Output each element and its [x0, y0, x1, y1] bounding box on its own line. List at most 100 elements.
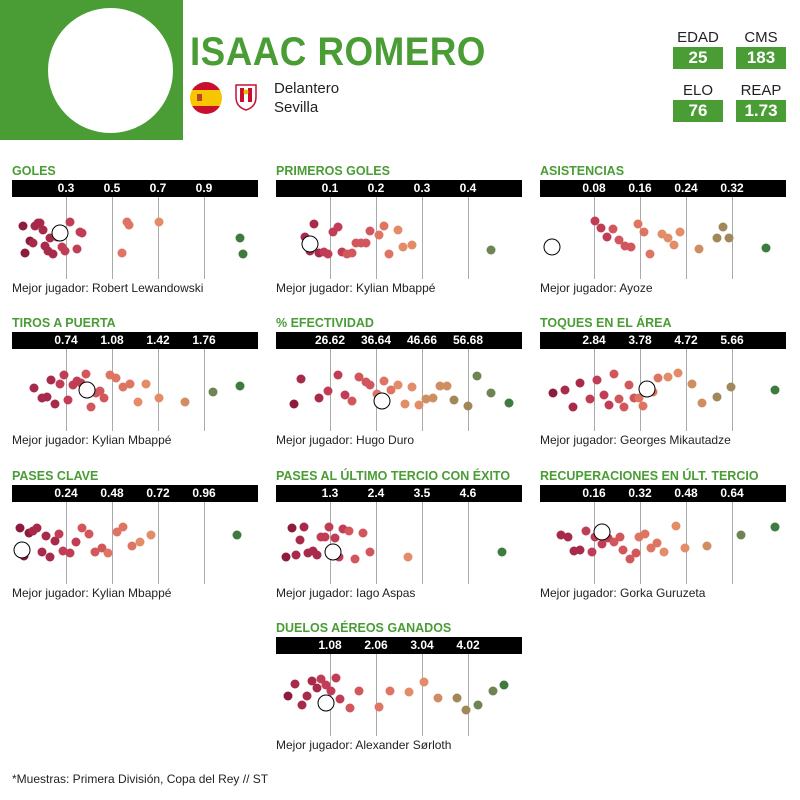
data-point	[323, 386, 333, 396]
data-point	[639, 227, 649, 237]
panel-title: PASES AL ÚLTIMO TERCIO CON ÉXITO	[276, 469, 511, 483]
data-point	[50, 399, 60, 409]
best-player-label: Mejor jugador: Ayoze	[540, 281, 653, 295]
data-point	[442, 381, 452, 391]
gridline	[422, 654, 423, 736]
data-point	[620, 241, 630, 251]
data-point	[345, 703, 355, 713]
data-point	[407, 382, 417, 392]
stat-label-edad: EDAD	[677, 29, 719, 46]
gridline	[376, 654, 377, 736]
data-point	[77, 228, 87, 238]
data-point	[590, 216, 600, 226]
data-point	[629, 393, 639, 403]
best-player-label: Mejor jugador: Kylian Mbappé	[12, 433, 172, 447]
data-point	[770, 385, 780, 394]
data-point	[99, 393, 109, 403]
gridline	[204, 349, 205, 431]
gridline	[204, 197, 205, 279]
gridline	[112, 349, 113, 431]
player-marker	[51, 224, 69, 242]
player-marker	[317, 694, 335, 712]
tick-label: 4.72	[674, 333, 698, 347]
data-point	[312, 683, 322, 693]
data-point	[118, 382, 128, 392]
data-point	[587, 547, 597, 557]
data-point	[365, 226, 375, 236]
data-point	[63, 395, 73, 405]
data-point	[602, 232, 612, 242]
tick-label: 0.3	[57, 181, 75, 195]
data-point	[316, 674, 326, 684]
tick-label: 0.24	[54, 486, 78, 500]
data-point	[59, 370, 69, 380]
data-point	[287, 523, 297, 533]
gridline	[66, 197, 67, 279]
gridline	[732, 502, 733, 584]
tick-label: 4.6	[459, 486, 477, 500]
data-point	[319, 247, 329, 257]
tick-label: 2.06	[364, 638, 388, 652]
best-player-label: Mejor jugador: Robert Lewandowski	[12, 281, 204, 295]
stat-label-reap: REAP	[740, 82, 782, 99]
best-player-label: Mejor jugador: Kylian Mbappé	[276, 281, 436, 295]
data-point	[421, 394, 431, 404]
tick-label: 3.78	[628, 333, 652, 347]
data-point	[414, 400, 424, 410]
data-point	[330, 533, 340, 543]
data-point	[374, 702, 383, 712]
tick-label: 0.4	[459, 181, 477, 195]
data-point	[449, 395, 459, 405]
data-point	[314, 248, 324, 258]
tick-label: 2.4	[367, 486, 385, 500]
data-point	[736, 530, 746, 540]
data-point	[342, 249, 352, 259]
data-point	[296, 374, 306, 384]
data-point	[333, 370, 343, 380]
data-point	[154, 217, 164, 227]
tick-label: 26.62	[314, 333, 346, 347]
tick-label: 0.2	[367, 181, 385, 195]
data-point	[86, 402, 96, 412]
data-point	[312, 550, 322, 560]
data-point	[84, 529, 94, 539]
sevilla-crest-icon	[234, 83, 258, 111]
panel-title: PASES CLAVE	[12, 469, 99, 483]
tick-label: 0.16	[628, 181, 652, 195]
gridline	[468, 502, 469, 584]
data-point	[235, 381, 245, 391]
axis-bar	[276, 332, 522, 349]
gridline	[640, 197, 641, 279]
data-point	[347, 248, 357, 258]
gridline	[112, 502, 113, 584]
player-team: Sevilla	[274, 99, 319, 116]
axis-bar	[276, 485, 522, 502]
data-point	[351, 238, 361, 248]
tick-label: 5.66	[720, 333, 744, 347]
data-point	[133, 397, 143, 407]
player-name: ISAAC ROMERO	[190, 30, 486, 74]
panel-title: % EFECTIVIDAD	[276, 316, 374, 330]
data-point	[694, 244, 704, 254]
data-point	[146, 530, 156, 540]
gridline	[594, 502, 595, 584]
data-point	[71, 537, 81, 547]
tick-label: 46.66	[406, 333, 438, 347]
spain-flag-icon	[190, 82, 222, 114]
data-point	[323, 249, 333, 259]
data-point	[697, 398, 707, 408]
data-point	[20, 248, 30, 258]
data-point	[238, 249, 248, 259]
data-point	[40, 241, 50, 251]
stat-label-elo: ELO	[682, 82, 713, 99]
data-point	[45, 552, 55, 562]
gridline	[158, 502, 159, 584]
data-point	[669, 240, 679, 250]
tick-label: 0.32	[628, 486, 652, 500]
data-point	[433, 693, 443, 703]
axis-bar	[276, 180, 522, 197]
data-point	[37, 547, 47, 557]
tick-label: 0.08	[582, 181, 606, 195]
data-point	[379, 221, 389, 231]
data-point	[281, 552, 291, 562]
